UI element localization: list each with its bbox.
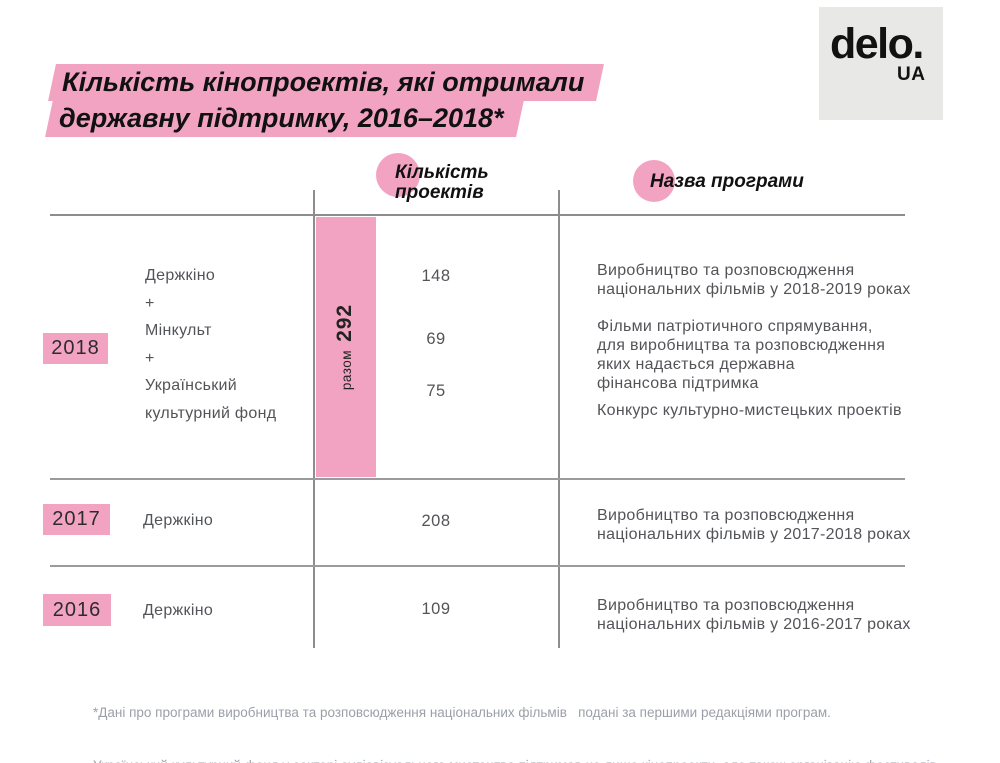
delo-logo-box: delo. UA (819, 7, 943, 120)
title-line-2-highlight: державну підтримку, 2016–2018* (49, 100, 520, 137)
plus-sign: + (145, 349, 155, 367)
program-2016-line1: Виробництво та розповсюдження (597, 597, 855, 614)
count-2017: 208 (421, 512, 451, 530)
institution-minkult: Мінкульт (145, 322, 212, 339)
program-name-accent-circle (633, 160, 675, 202)
institution-derzhkino: Держкіно (145, 267, 216, 284)
institutions-2018: Держкіно + Мінкульт + Український культу… (145, 262, 276, 427)
program-2017: Виробництво та розповсюдження національн… (597, 506, 911, 544)
delo-logo-ua: UA (897, 64, 926, 85)
year-badge-2018: 2018 (43, 333, 108, 364)
count-2018-derzhkino: 148 (421, 267, 451, 285)
program-2018-1-line1: Виробництво та розповсюдження (597, 262, 855, 279)
program-2018-3: Конкурс культурно-мистецьких проектів (597, 402, 902, 419)
projects-count-accent-circle (376, 153, 420, 197)
count-2016: 109 (421, 600, 451, 618)
column-header-projects-count-line2: проектів (395, 181, 484, 203)
plus-sign: + (145, 294, 155, 312)
program-2018-2-line3: яких надається державна (597, 356, 795, 373)
row-divider-2018-2017 (50, 478, 905, 480)
title-line-1-highlight: Кількість кінопроектів, які отримали (52, 64, 600, 101)
column-header-projects-count: Кількість проектів (395, 163, 489, 202)
count-2018-minkult: 69 (426, 330, 446, 348)
column-header-projects-count-line1: Кількість (395, 162, 489, 183)
page-title: Кількість кінопроектів, які отримали дер… (52, 64, 600, 137)
program-2018-2: Фільми патріотичного спрямування, для ви… (597, 317, 885, 393)
program-2018-2-line2: для виробництва та розповсюдження (597, 337, 886, 354)
program-2016-line2: національних фільмів у 2016-2017 роках (597, 616, 911, 633)
row-divider-2017-2016 (50, 565, 905, 567)
footnote-line2: Український культурний фонд у секторі ау… (93, 757, 941, 763)
column-divider-left (313, 190, 315, 648)
institution-2017: Держкіно (143, 512, 214, 529)
program-2016: Виробництво та розповсюдження національн… (597, 596, 911, 634)
delo-logo-text: delo. (830, 20, 924, 68)
header-divider-line (50, 214, 905, 216)
program-2018-2-line1: Фільми патріотичного спрямування, (597, 318, 873, 335)
title-line-2: державну підтримку, 2016–2018* (59, 103, 504, 133)
count-2018-ukf: 75 (426, 382, 446, 400)
institution-ukf-line1: Український (145, 377, 238, 394)
column-header-program-name: Назва програми (650, 171, 804, 192)
year-badge-2016: 2016 (43, 594, 111, 626)
footnote: *Дані про програми виробництва та розпов… (93, 669, 941, 763)
footnote-line1: *Дані про програми виробництва та розпов… (93, 705, 831, 720)
program-2018-2-line4: фінансова підтримка (597, 375, 759, 392)
program-2017-line1: Виробництво та розповсюдження (597, 507, 855, 524)
institution-ukf-line2: культурний фонд (145, 404, 277, 422)
program-2018-1: Виробництво та розповсюдження національн… (597, 261, 911, 299)
program-2018-1-line2: національних фільмів у 2018-2019 роках (597, 281, 911, 298)
title-line-1: Кількість кінопроектів, які отримали (62, 67, 585, 97)
column-divider-right (558, 190, 560, 648)
year-badge-2017: 2017 (43, 504, 110, 535)
institution-2016: Держкіно (143, 602, 214, 619)
total-2018-bar: разом292 (315, 217, 376, 477)
program-2017-line2: національних фільмів у 2017-2018 роках (597, 526, 911, 543)
